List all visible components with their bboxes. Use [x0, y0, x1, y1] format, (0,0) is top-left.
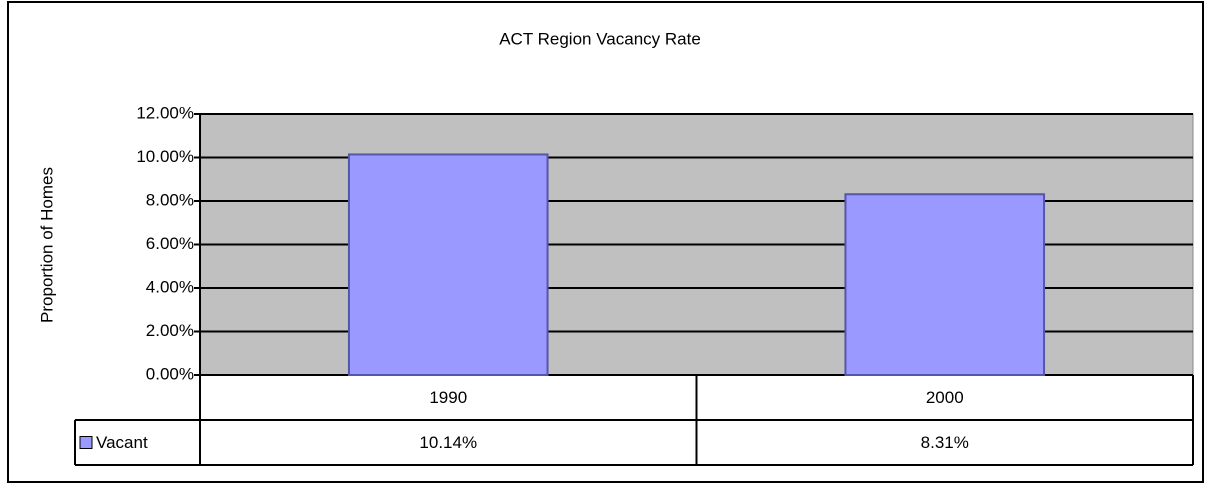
- y-tick-label: 0.00%: [146, 364, 194, 383]
- legend-key: [79, 436, 93, 449]
- chart-title: ACT Region Vacancy Rate: [499, 29, 701, 48]
- legend-label: Vacant: [96, 433, 148, 452]
- y-tick-label: 2.00%: [146, 321, 194, 340]
- bar: [347, 153, 549, 376]
- y-tick-label: 12.00%: [136, 103, 194, 122]
- y-tick-label: 10.00%: [136, 147, 194, 166]
- y-tick-label: 8.00%: [146, 190, 194, 209]
- x-tick-label: 2000: [926, 388, 964, 407]
- chart-frame: [7, 1, 1204, 483]
- data-table-value: 10.14%: [419, 433, 477, 452]
- x-tick-label: 1990: [429, 388, 467, 407]
- y-tick-label: 6.00%: [146, 234, 194, 253]
- y-tick-label: 4.00%: [146, 277, 194, 296]
- y-axis-label: Proportion of Homes: [37, 167, 56, 323]
- data-table-value: 8.31%: [921, 433, 969, 452]
- bar: [844, 193, 1046, 376]
